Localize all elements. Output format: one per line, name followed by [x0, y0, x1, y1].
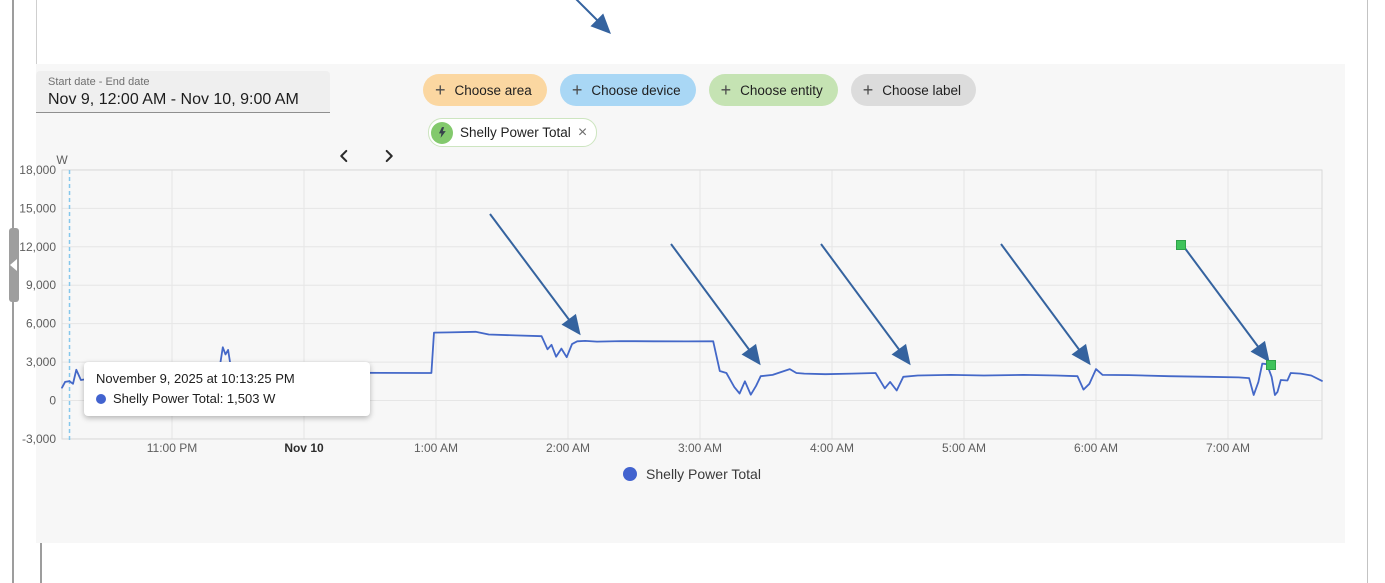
lightning-bolt-icon — [438, 127, 446, 138]
x-tick-label: 4:00 AM — [810, 441, 854, 455]
chip-label: Choose area — [454, 82, 532, 98]
chart-tooltip: November 9, 2025 at 10:13:25 PM Shelly P… — [84, 362, 370, 416]
page-border-right — [1367, 0, 1368, 583]
choose-area-chip[interactable]: + Choose area — [423, 74, 547, 106]
tooltip-series-dot-icon — [96, 394, 106, 404]
tooltip-series-value: Shelly Power Total: 1,503 W — [113, 391, 276, 406]
add-icon: + — [862, 80, 874, 100]
x-tick-label: Nov 10 — [284, 441, 324, 455]
date-range-label: Start date - End date — [48, 76, 150, 88]
chip-label: Choose device — [591, 82, 681, 98]
sidebar-collapse-handle[interactable] — [9, 228, 19, 302]
y-tick-label: 15,000 — [19, 201, 56, 215]
y-tick-label: -3,000 — [22, 432, 56, 446]
entity-chip-shelly-power-total[interactable]: Shelly Power Total × — [428, 118, 598, 147]
filter-chips-row: + Choose area + Choose device + Choose entity… — [423, 74, 977, 106]
x-tick-label: 3:00 AM — [678, 441, 722, 455]
y-tick-label: 12,000 — [19, 240, 56, 254]
choose-entity-chip[interactable]: + Choose entity — [708, 74, 838, 106]
content-edge-bottom — [40, 543, 42, 583]
x-tick-label: 6:00 AM — [1074, 441, 1118, 455]
x-tick-label: 1:00 AM — [414, 441, 458, 455]
entity-chip-label: Shelly Power Total — [460, 125, 571, 140]
y-tick-label: 6,000 — [26, 317, 56, 331]
date-range-value: Nov 9, 12:00 AM - Nov 10, 9:00 AM — [48, 91, 299, 108]
history-panel: Start date - End date Nov 9, 12:00 AM - … — [36, 64, 1345, 543]
entity-avatar — [431, 121, 453, 144]
content-edge-top — [36, 0, 37, 64]
add-icon: + — [435, 80, 446, 100]
entity-chip-row: Shelly Power Total × — [428, 118, 598, 147]
x-tick-label: 11:00 PM — [147, 441, 197, 455]
series-line — [61, 330, 1323, 396]
add-icon: + — [571, 80, 583, 100]
y-tick-label: 3,000 — [26, 355, 56, 369]
plot-border — [61, 169, 1323, 440]
add-icon: + — [720, 80, 732, 100]
prev-period-button[interactable] — [324, 136, 364, 176]
choose-device-chip[interactable]: + Choose device — [559, 74, 696, 106]
y-tick-label: 9,000 — [26, 278, 56, 292]
chip-label: Choose label — [882, 82, 962, 98]
y-tick-label: 0 — [49, 394, 56, 408]
remove-entity-icon[interactable]: × — [577, 123, 588, 141]
axis-unit-label: W — [56, 153, 68, 167]
next-period-button[interactable] — [369, 136, 409, 176]
chevron-right-icon — [385, 149, 393, 163]
collapse-arrow-icon — [10, 259, 17, 271]
legend-label: Shelly Power Total — [646, 466, 761, 482]
chevron-left-icon — [340, 149, 348, 163]
legend: Shelly Power Total — [62, 466, 1322, 482]
choose-label-chip[interactable]: + Choose label — [850, 74, 977, 106]
legend-item-shelly-power-total[interactable]: Shelly Power Total — [623, 466, 761, 482]
x-tick-label: 5:00 AM — [942, 441, 986, 455]
x-tick-label: 2:00 AM — [546, 441, 590, 455]
tooltip-timestamp: November 9, 2025 at 10:13:25 PM — [96, 371, 295, 386]
chip-label: Choose entity — [740, 82, 823, 98]
date-range-picker[interactable]: Start date - End date Nov 9, 12:00 AM - … — [36, 71, 330, 113]
legend-marker-icon — [623, 467, 638, 481]
y-tick-label: 18,000 — [19, 163, 56, 177]
x-tick-label: 7:00 AM — [1206, 441, 1250, 455]
